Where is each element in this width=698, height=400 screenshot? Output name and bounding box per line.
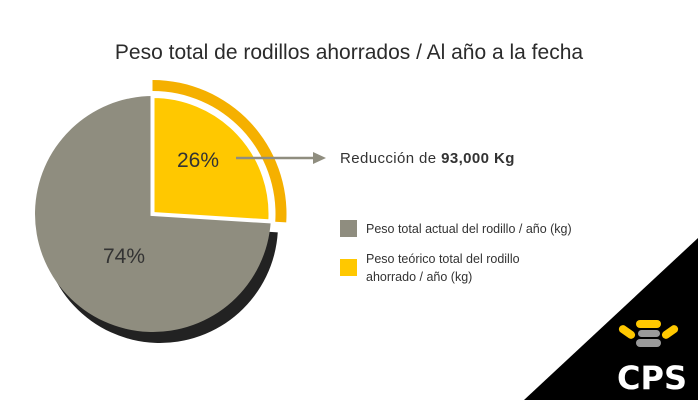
reduction-callout: Reducción de 93,000 Kg	[236, 150, 515, 167]
legend-swatch-saved	[340, 259, 357, 276]
chart-title: Peso total de rodillos ahorrados / Al añ…	[115, 41, 583, 64]
legend-label-saved-line2: ahorrado / año (kg)	[366, 270, 472, 284]
pie-slice-saved	[150, 93, 273, 224]
pie-plot: 74% 26%	[35, 80, 287, 343]
legend-label-saved-line1: Peso teórico total del rodillo	[366, 252, 520, 266]
reduction-annotation: Reducción de 93,000 Kg	[340, 150, 515, 167]
legend: Peso total actual del rodillo / año (kg)…	[340, 220, 572, 284]
logo-text: CPS	[617, 359, 687, 397]
reduction-value: 93,000 Kg	[441, 150, 515, 167]
arrow-right-icon	[313, 152, 326, 164]
roller-icon	[618, 320, 679, 347]
reduction-prefix: Reducción de	[340, 150, 441, 167]
highlight-ring	[152, 80, 287, 223]
legend-label-actual: Peso total actual del rodillo / año (kg)	[366, 222, 572, 236]
legend-swatch-actual	[340, 220, 357, 237]
cps-logo: CPS	[524, 238, 698, 400]
logo-background	[524, 238, 698, 400]
slice-label-saved: 26%	[177, 149, 219, 172]
slice-label-actual: 74%	[103, 245, 145, 268]
